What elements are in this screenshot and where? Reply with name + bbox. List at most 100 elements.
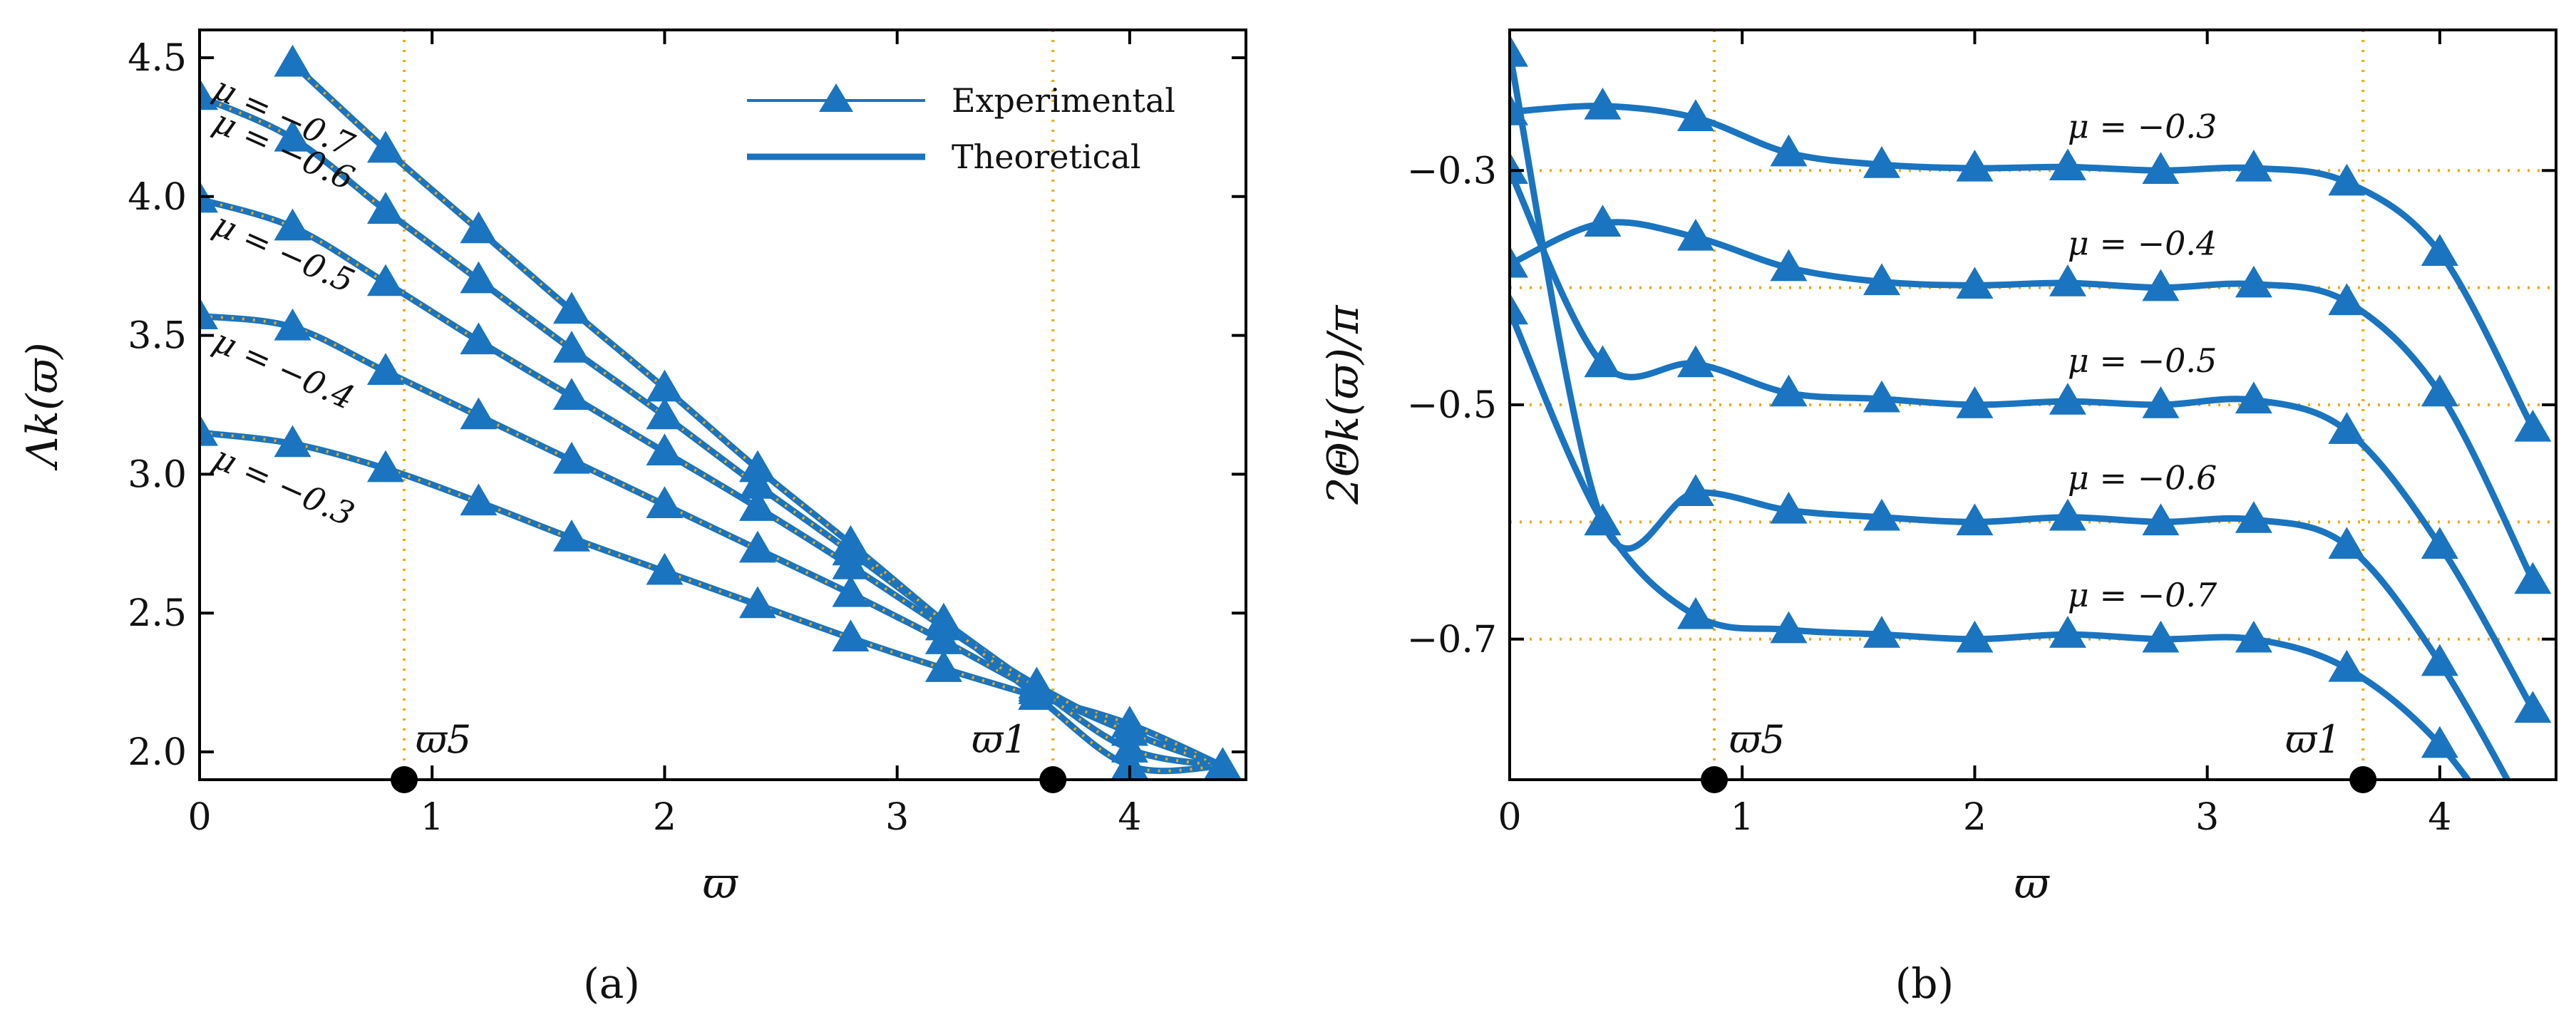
x-tick-label: 4: [1118, 796, 1141, 839]
panel-label-b: (b): [1895, 959, 1954, 1008]
data-point-marker: [1584, 345, 1622, 378]
data-point-marker: [1770, 134, 1808, 167]
data-point-marker: [2514, 562, 2552, 594]
markers-a: [200, 44, 1242, 780]
data-point-marker: [366, 353, 404, 385]
data-point-marker: [2328, 649, 2366, 682]
data-point-marker: [1956, 620, 1994, 653]
y-tick-label: 2.0: [128, 731, 187, 774]
data-point-marker: [646, 552, 684, 585]
data-point-marker: [1676, 474, 1714, 507]
data-point-marker: [2235, 265, 2272, 298]
x-tick-label: 0: [187, 796, 211, 839]
data-point-marker: [2142, 269, 2180, 301]
curve-labels-a: μ = −0.3μ = −0.4μ = −0.5μ = −0.6μ = −0.7: [208, 68, 361, 534]
data-point-marker: [2235, 501, 2272, 533]
data-point-marker: [274, 119, 311, 152]
data-point-marker: [1770, 491, 1808, 524]
data-point-marker: [274, 308, 311, 341]
data-point-marker: [2049, 383, 2086, 415]
data-point-marker: [274, 208, 311, 241]
data-point-marker: [366, 130, 404, 163]
special-point-label: ϖ1: [2285, 717, 2341, 762]
x-axis-label-a: ϖ: [703, 859, 739, 909]
data-point-marker: [1510, 93, 1528, 125]
ticks-b: 0 1 2 3 4 −0.3 −0.5 −0.7: [1407, 30, 2556, 839]
data-point-marker: [2142, 620, 2180, 653]
data-point-marker: [2421, 527, 2458, 559]
y-tick-label: 2.5: [128, 592, 187, 635]
data-point-marker: [646, 433, 684, 465]
y-axis-label-a: Λk(ϖ): [18, 342, 68, 470]
theoretical-curve: [1510, 309, 2472, 780]
data-point-marker: [200, 78, 218, 110]
data-point-marker: [1510, 292, 1528, 325]
special-point-marker: [1039, 766, 1067, 793]
data-point-marker: [2328, 163, 2366, 196]
data-point-marker: [1584, 87, 1622, 120]
x-tick-label: 4: [2428, 796, 2451, 839]
data-point-marker: [1111, 731, 1148, 763]
data-point-marker: [1676, 218, 1714, 251]
data-point-marker: [924, 602, 962, 635]
data-point-marker: [552, 441, 590, 474]
data-point-marker: [1584, 205, 1622, 237]
data-point-marker: [552, 331, 590, 363]
x-tick-label: 3: [2195, 796, 2219, 839]
data-point-marker: [646, 486, 684, 518]
data-point-marker: [1863, 380, 1900, 413]
data-point-marker: [2235, 620, 2272, 653]
data-point-marker: [274, 425, 311, 458]
curve-label: μ = −0.5: [2068, 341, 2217, 380]
data-point-marker: [1770, 249, 1808, 282]
data-point-marker: [1111, 713, 1148, 746]
data-point-marker: [924, 650, 962, 682]
data-point-marker: [2142, 152, 2180, 184]
theoretical-curve: [200, 196, 1224, 769]
markers-b: [1510, 34, 2552, 758]
legend-experimental: Experimental: [952, 81, 1175, 120]
panel-a-chart: 0 1 2 3 4 2.0 2.5 3.0 3.5 4.0 4.5 μ = −0.3μ = −0.4…: [18, 29, 1247, 1008]
data-point-marker: [1770, 611, 1808, 644]
data-point-marker: [1676, 345, 1714, 378]
data-point-marker: [1510, 152, 1528, 184]
data-point-marker: [1510, 34, 1528, 67]
data-point-marker: [2328, 412, 2366, 444]
data-point-marker: [2049, 148, 2086, 181]
y-tick-label: 4.0: [128, 176, 187, 219]
data-point-marker: [2328, 527, 2366, 559]
curve-label: μ = −0.7: [2068, 576, 2217, 614]
y-tick-label: −0.3: [1407, 150, 1497, 192]
x-axis-label-b: ϖ: [2014, 859, 2051, 909]
data-point-marker: [274, 44, 311, 77]
special-point-label: ϖ1: [972, 717, 1027, 762]
experimental-dotted-overlay: [292, 62, 1223, 773]
data-point-marker: [552, 378, 590, 411]
data-point-marker: [832, 619, 870, 652]
data-point-marker: [366, 192, 404, 224]
data-point-marker: [1018, 678, 1056, 710]
curve-label: μ = −0.4: [2068, 225, 2217, 263]
series-b: [1510, 53, 2536, 780]
data-point-marker: [738, 586, 776, 619]
data-point-marker: [460, 322, 498, 355]
legend: Experimental Theoretical: [747, 81, 1175, 176]
data-point-marker: [1863, 263, 1900, 296]
data-point-marker: [2514, 409, 2552, 442]
y-tick-label: 3.0: [128, 453, 187, 496]
data-point-marker: [200, 297, 218, 330]
data-point-marker: [646, 369, 684, 402]
data-point-marker: [366, 450, 404, 482]
special-point-label: ϖ5: [416, 717, 471, 762]
theoretical-curve: [1510, 169, 2536, 711]
data-point-marker: [200, 180, 218, 213]
y-tick-label: −0.5: [1407, 384, 1497, 427]
special-points-b: ϖ5 ϖ1: [1701, 717, 2377, 793]
data-point-marker: [200, 413, 218, 446]
ticks-a: 0 1 2 3 4 2.0 2.5 3.0 3.5 4.0 4.5: [128, 30, 1246, 839]
curve-label: μ = −0.3: [2068, 107, 2217, 145]
data-point-marker: [1956, 503, 1994, 536]
y-tick-label: 3.5: [128, 315, 187, 358]
data-point-marker: [552, 291, 590, 324]
